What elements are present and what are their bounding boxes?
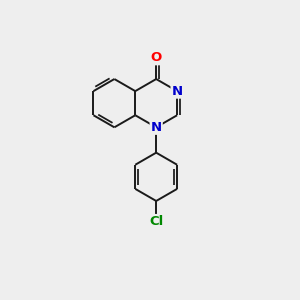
- Text: O: O: [151, 51, 162, 64]
- Text: N: N: [172, 85, 183, 98]
- Text: N: N: [151, 121, 162, 134]
- Text: Cl: Cl: [149, 215, 163, 228]
